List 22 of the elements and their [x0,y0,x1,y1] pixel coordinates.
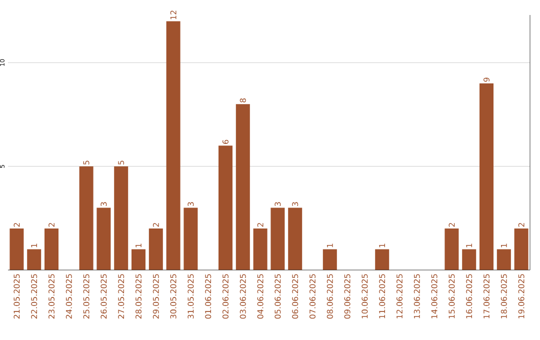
bar [270,208,285,270]
bar [148,228,163,270]
bar [166,21,180,270]
bar [288,208,302,270]
bar [27,249,42,270]
bar [79,166,94,270]
bar [218,146,233,270]
bar [375,249,390,270]
bar [480,83,494,270]
bar [462,249,476,270]
bar [236,104,250,270]
bar [496,249,511,270]
bar [44,228,58,270]
bar [444,228,459,270]
bar [184,208,198,270]
bar [10,228,24,270]
bar [132,249,146,270]
bar [253,228,268,270]
bar [96,208,111,270]
bar [322,249,337,270]
bar [514,228,528,270]
bar [114,166,128,270]
